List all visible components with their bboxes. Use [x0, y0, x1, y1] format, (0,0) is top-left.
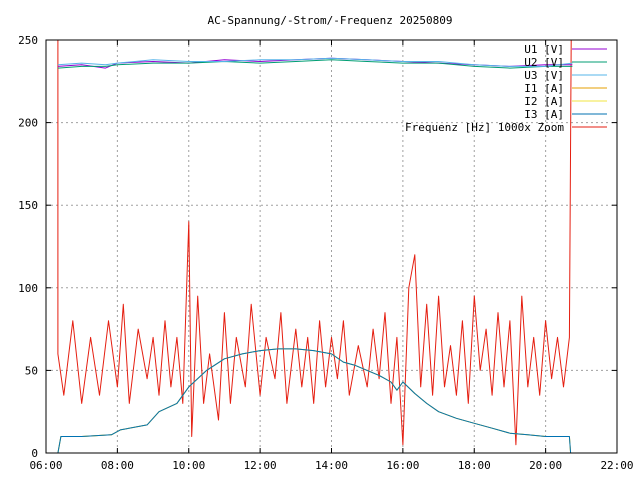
series-line	[57, 57, 573, 69]
x-tick-label: 16:00	[386, 459, 419, 472]
x-tick-label: 08:00	[101, 459, 134, 472]
legend-label: U3 [V]	[524, 69, 564, 82]
legend-label: I2 [A]	[524, 95, 564, 108]
x-tick-label: 10:00	[172, 459, 205, 472]
x-tick-label: 06:00	[29, 459, 62, 472]
series-layer	[57, 39, 573, 454]
series-line	[57, 59, 573, 69]
chart-title: AC-Spannung/-Strom/-Frequenz 20250809	[207, 14, 452, 27]
legend-label: I1 [A]	[524, 82, 564, 95]
y-tick-label: 150	[18, 199, 38, 212]
grid	[46, 40, 617, 453]
x-tick-label: 14:00	[315, 459, 348, 472]
y-tick-label: 250	[18, 34, 38, 47]
legend: U1 [V]U2 [V]U3 [V]I1 [A]I2 [A]I3 [A]Freq…	[405, 43, 607, 134]
series-line	[57, 57, 573, 67]
y-tick-label: 50	[25, 364, 38, 377]
y-tick-label: 0	[31, 447, 38, 460]
legend-label: U2 [V]	[524, 56, 564, 69]
x-tick-label: 12:00	[244, 459, 277, 472]
x-tick-label: 18:00	[458, 459, 491, 472]
x-tick-label: 22:00	[600, 459, 633, 472]
y-tick-label: 200	[18, 117, 38, 130]
series-line	[57, 39, 572, 446]
legend-label: Frequenz [Hz] 1000x Zoom	[405, 121, 564, 134]
series-line	[57, 348, 572, 454]
legend-label: U1 [V]	[524, 43, 564, 56]
y-tick-label: 100	[18, 282, 38, 295]
x-tick-label: 20:00	[529, 459, 562, 472]
axes: 06:00 08:00 10:00 12:00 14:00 16:00 18:00 20:00…	[18, 34, 633, 472]
legend-label: I3 [A]	[524, 108, 564, 121]
